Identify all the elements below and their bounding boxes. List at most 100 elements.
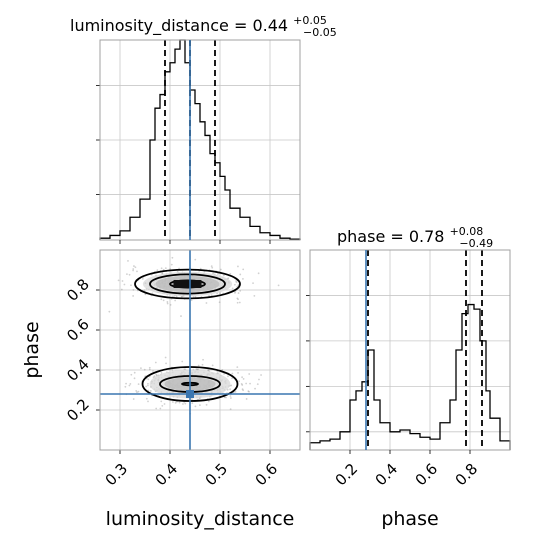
sample-point bbox=[164, 356, 167, 359]
panel-frame bbox=[99, 249, 301, 451]
sample-point bbox=[229, 408, 232, 411]
x-tick-label-phase-0: 0.2 bbox=[332, 460, 362, 490]
sample-point bbox=[147, 378, 150, 381]
sample-point bbox=[132, 288, 135, 291]
x-tick-label-ld-1: 0.4 bbox=[152, 460, 182, 490]
sample-point bbox=[166, 302, 169, 305]
sample-point bbox=[241, 384, 244, 386]
sample-point bbox=[180, 295, 183, 298]
sample-point bbox=[245, 398, 248, 400]
sample-point bbox=[161, 404, 164, 407]
sample-point bbox=[180, 315, 182, 317]
sample-point bbox=[195, 368, 198, 371]
sample-point bbox=[136, 391, 138, 394]
sample-point bbox=[127, 260, 129, 262]
sample-point bbox=[126, 273, 128, 276]
sample-point bbox=[217, 273, 219, 275]
sample-point bbox=[242, 378, 245, 380]
sample-point bbox=[227, 375, 229, 378]
phase-title: phase = 0.78 +0.08 −0.49 bbox=[337, 220, 493, 250]
sample-point bbox=[230, 384, 233, 387]
sample-point bbox=[160, 267, 163, 270]
sample-point bbox=[172, 401, 174, 403]
sample-point bbox=[222, 274, 225, 277]
sample-point bbox=[133, 265, 135, 267]
sample-point bbox=[207, 369, 209, 372]
sample-point bbox=[141, 277, 144, 280]
sample-point bbox=[236, 297, 239, 300]
sample-point bbox=[210, 265, 213, 268]
grid bbox=[310, 250, 510, 450]
sample-point bbox=[161, 272, 164, 274]
sample-point bbox=[132, 398, 135, 400]
sample-point bbox=[162, 299, 165, 302]
sample-point bbox=[229, 395, 232, 397]
contour-0-2 bbox=[134, 268, 241, 300]
sample-point bbox=[241, 388, 244, 391]
sample-point bbox=[234, 290, 237, 293]
ld-title-main: luminosity_distance = 0.44 bbox=[70, 16, 288, 36]
sample-point bbox=[171, 369, 174, 371]
sample-point bbox=[165, 362, 167, 365]
sample-point bbox=[229, 272, 232, 275]
sample-point bbox=[233, 283, 236, 286]
sample-point bbox=[132, 295, 135, 297]
x-axis-label-luminosity-distance: luminosity_distance bbox=[106, 508, 295, 530]
ld-title-minus: −0.05 bbox=[303, 26, 337, 39]
sample-point bbox=[239, 273, 242, 276]
sample-point bbox=[182, 403, 184, 405]
y-tick-label-1: 0.4 bbox=[63, 355, 93, 385]
sample-point bbox=[147, 400, 149, 403]
sample-point bbox=[134, 266, 137, 269]
sample-point bbox=[147, 384, 149, 387]
sample-point bbox=[194, 258, 197, 261]
sample-point bbox=[133, 377, 136, 380]
phase-title-plus: +0.08 bbox=[450, 225, 484, 238]
sample-point bbox=[152, 370, 154, 372]
sample-point bbox=[236, 366, 239, 369]
sample-point bbox=[207, 400, 210, 403]
sample-point bbox=[218, 301, 221, 304]
y-axis-label-phase: phase bbox=[21, 321, 43, 378]
sample-point bbox=[190, 299, 193, 302]
sample-point bbox=[184, 402, 187, 405]
sample-point bbox=[247, 390, 250, 393]
sample-point bbox=[238, 380, 240, 383]
sample-point bbox=[199, 404, 201, 407]
sample-point bbox=[241, 376, 243, 379]
sample-point bbox=[239, 289, 242, 292]
y-tick-label-0: 0.2 bbox=[63, 395, 93, 425]
sample-point bbox=[132, 268, 135, 270]
sample-point bbox=[123, 283, 126, 286]
sample-point bbox=[240, 382, 243, 385]
x-tick-label-ld-2: 0.5 bbox=[202, 460, 232, 490]
sample-point bbox=[207, 369, 210, 372]
sample-point bbox=[121, 280, 124, 282]
sample-point bbox=[254, 387, 256, 390]
sample-point bbox=[249, 382, 251, 385]
x-tick-label-phase-2: 0.6 bbox=[412, 460, 442, 490]
sample-point bbox=[210, 294, 213, 297]
sample-point bbox=[221, 369, 224, 371]
sample-point bbox=[159, 407, 162, 410]
sample-point bbox=[235, 281, 238, 284]
sample-point bbox=[211, 364, 214, 367]
sample-point bbox=[256, 383, 259, 386]
sample-point bbox=[108, 310, 111, 313]
phase-histogram bbox=[306, 249, 511, 454]
sample-point bbox=[154, 361, 157, 364]
sample-point bbox=[197, 364, 200, 367]
sample-point bbox=[145, 385, 148, 388]
sample-point bbox=[237, 372, 239, 374]
sample-point bbox=[135, 389, 138, 392]
sample-point bbox=[242, 278, 244, 280]
sample-point bbox=[148, 368, 151, 371]
sample-point bbox=[242, 268, 245, 271]
sample-point bbox=[175, 295, 178, 298]
histogram-steps bbox=[309, 303, 511, 450]
sample-point bbox=[277, 284, 280, 287]
sample-point bbox=[237, 292, 240, 294]
sample-point bbox=[129, 383, 132, 385]
sample-point bbox=[231, 377, 233, 380]
sample-point bbox=[140, 367, 142, 370]
